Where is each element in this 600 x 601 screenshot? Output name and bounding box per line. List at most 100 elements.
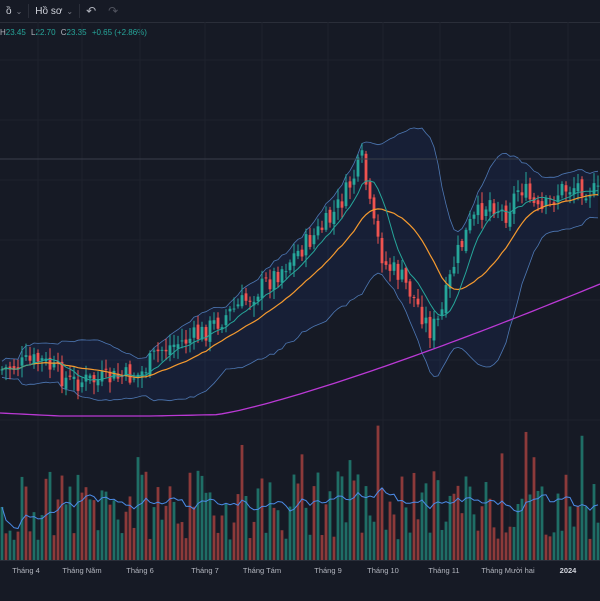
volume-bar <box>256 488 260 560</box>
volume-bar <box>240 444 244 560</box>
candle-body <box>212 320 216 324</box>
volume-bar <box>588 538 592 560</box>
volume-bar <box>444 521 448 560</box>
bollinger-upper-line <box>1 127 599 362</box>
candle-body <box>508 212 512 227</box>
volume-bar <box>236 494 240 560</box>
volume-bar <box>156 487 160 560</box>
volume-bar <box>520 498 524 560</box>
volume-bar <box>68 486 72 560</box>
volume-bar <box>260 478 264 560</box>
volume-bar <box>212 515 216 560</box>
candle-body <box>456 244 460 264</box>
candle-body <box>388 264 392 271</box>
candle-body <box>284 271 288 273</box>
candle-body <box>280 269 284 283</box>
high-key: H <box>0 28 6 37</box>
volume-bar <box>164 505 168 560</box>
bollinger-lower-line <box>1 216 599 402</box>
time-axis-label: Tháng 9 <box>314 566 342 575</box>
redo-icon[interactable]: ↷ <box>108 4 119 18</box>
candle-body <box>336 199 340 208</box>
volume-bar <box>496 538 500 560</box>
candle-body <box>560 183 564 196</box>
candle-body <box>184 339 188 344</box>
profile-dropdown[interactable]: Hồ sơ ⌄ <box>29 0 79 22</box>
volume-bar <box>356 474 360 560</box>
candle-body <box>132 378 136 380</box>
candle-body <box>412 297 416 299</box>
undo-icon[interactable]: ↶ <box>86 4 97 18</box>
candle-body <box>596 185 600 187</box>
candle-body <box>468 218 472 231</box>
chevron-down-icon: ⌄ <box>15 6 23 16</box>
candle-body <box>68 375 72 377</box>
volume-moving-average-line <box>1 487 599 530</box>
volume-bar <box>292 474 296 560</box>
volume-bar <box>96 530 100 560</box>
price-chart[interactable] <box>0 0 600 560</box>
candle-body <box>492 203 496 215</box>
time-axis[interactable] <box>0 560 600 601</box>
volume-bar <box>336 471 340 560</box>
grid <box>0 22 600 560</box>
low-value: 22.70 <box>35 28 56 37</box>
candle-body <box>516 190 520 192</box>
volume-bar <box>284 538 288 560</box>
volume-bar <box>252 521 256 560</box>
volume-bar <box>40 515 44 560</box>
volume-bar <box>92 500 96 560</box>
candle-body <box>28 355 32 361</box>
candle-body <box>248 300 252 302</box>
volume-bar <box>432 471 436 560</box>
volume-bar <box>552 532 556 560</box>
volume-bar <box>112 500 116 560</box>
candle-body <box>580 179 584 197</box>
candle-body <box>364 153 368 185</box>
volume-bar <box>268 482 272 560</box>
candle-body <box>464 229 468 252</box>
candle-body <box>276 271 280 283</box>
candle-body <box>396 263 400 280</box>
candle-body <box>544 198 548 207</box>
volume-bar <box>72 533 76 560</box>
close-value: 23.35 <box>66 28 87 37</box>
volume-bar <box>108 504 112 560</box>
candle-body <box>60 361 64 387</box>
candle-body <box>48 357 52 370</box>
candle-body <box>332 211 336 224</box>
volume-bar <box>504 532 508 560</box>
time-axis-label: Tháng Năm <box>62 566 102 575</box>
symbol-selector[interactable]: ồ ⌄ <box>0 0 28 22</box>
volume-bar <box>328 491 332 560</box>
volume-bar <box>248 538 252 560</box>
candle-body <box>64 377 68 389</box>
change-value: +0.65 (+2.86%) <box>91 28 147 37</box>
candle-body <box>380 238 384 264</box>
volume-bar <box>180 522 184 560</box>
volume-bar <box>388 501 392 560</box>
volume-bar <box>340 476 344 560</box>
candle-body <box>200 326 204 340</box>
volume-bar <box>416 519 420 560</box>
candle-body <box>316 226 320 236</box>
volume-bar <box>304 507 308 560</box>
volume-bar <box>36 539 40 560</box>
close-key: C <box>60 28 67 37</box>
volume-bar <box>468 486 472 560</box>
candle-body <box>416 298 420 305</box>
volume-bar <box>532 457 536 560</box>
volume-bar <box>596 522 600 560</box>
candle-body <box>428 316 432 339</box>
candle-body <box>552 202 556 205</box>
volume-bar <box>364 486 368 560</box>
fast-moving-average-line <box>1 180 599 381</box>
volume-bar <box>548 536 552 560</box>
volume-bar <box>380 488 384 560</box>
candle-body <box>160 349 164 351</box>
volume-bar <box>228 539 232 560</box>
candle-body <box>176 344 180 349</box>
volume-bar <box>148 538 152 560</box>
candle-body <box>0 369 4 371</box>
time-axis-label: Tháng 4 <box>12 566 40 575</box>
